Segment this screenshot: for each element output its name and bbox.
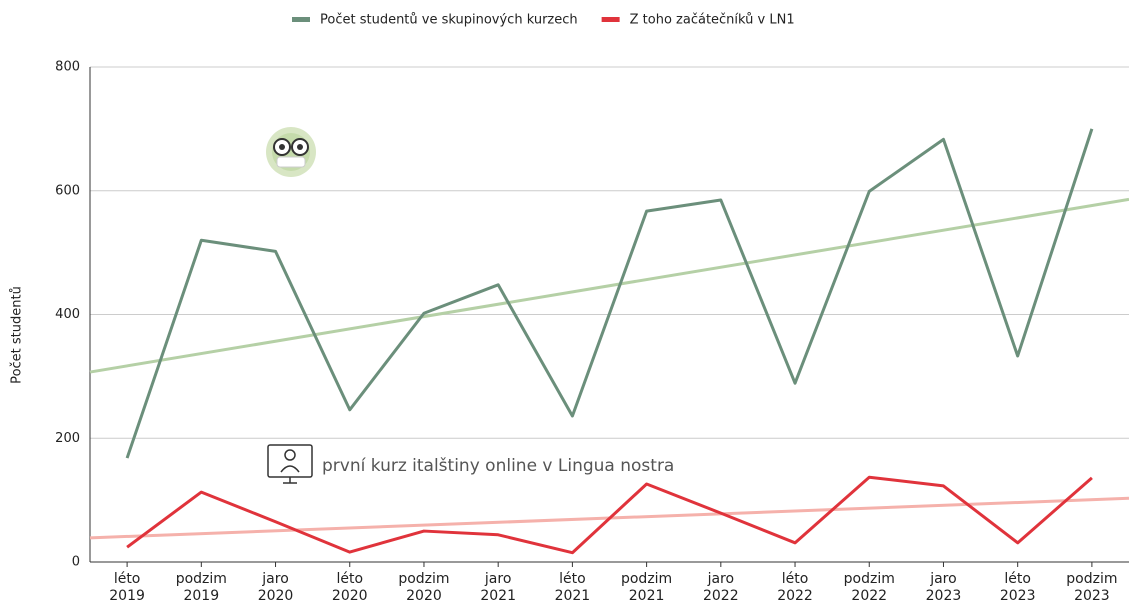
y-tick-label: 600 xyxy=(55,183,80,198)
annotation: první kurz italštiny online v Lingua nos… xyxy=(322,456,674,476)
legend-swatch xyxy=(601,17,620,22)
x-tick-label: podzim 2023 xyxy=(1066,571,1118,604)
x-tick-label: léto 2020 xyxy=(331,571,368,604)
x-tick-label: léto 2023 xyxy=(999,571,1036,604)
series-line xyxy=(126,475,1093,555)
y-tick-label: 800 xyxy=(55,60,80,75)
monitor-icon xyxy=(267,444,313,484)
x-tick-label: léto 2019 xyxy=(109,571,145,604)
y-tick-label: 400 xyxy=(55,307,80,322)
x-tick-label: jaro 2021 xyxy=(480,571,516,604)
x-tick-label: podzim 2020 xyxy=(398,571,450,604)
y-tick-label: 0 xyxy=(72,555,80,570)
virus-icon xyxy=(266,127,316,177)
x-tick-label: léto 2022 xyxy=(777,571,813,604)
y-tick-label: 200 xyxy=(55,431,80,446)
legend-label: Počet studentů ve skupinových kurzech xyxy=(320,13,578,28)
legend-swatch xyxy=(292,17,310,22)
x-tick-label: podzim 2019 xyxy=(175,571,227,604)
x-tick-label: jaro 2023 xyxy=(925,571,962,604)
x-tick-label: jaro 2022 xyxy=(702,571,739,604)
x-tick-label: léto 2021 xyxy=(554,571,591,604)
legend-label: Z toho začátečníků v LN1 xyxy=(630,13,795,28)
series-line xyxy=(125,128,1094,459)
x-tick-label: jaro 2020 xyxy=(257,571,294,604)
x-tick-label: podzim 2022 xyxy=(843,571,895,604)
y-axis-label: Počet studentů xyxy=(10,286,25,384)
trendline xyxy=(89,197,1129,374)
x-tick-label: podzim 2021 xyxy=(620,571,673,604)
